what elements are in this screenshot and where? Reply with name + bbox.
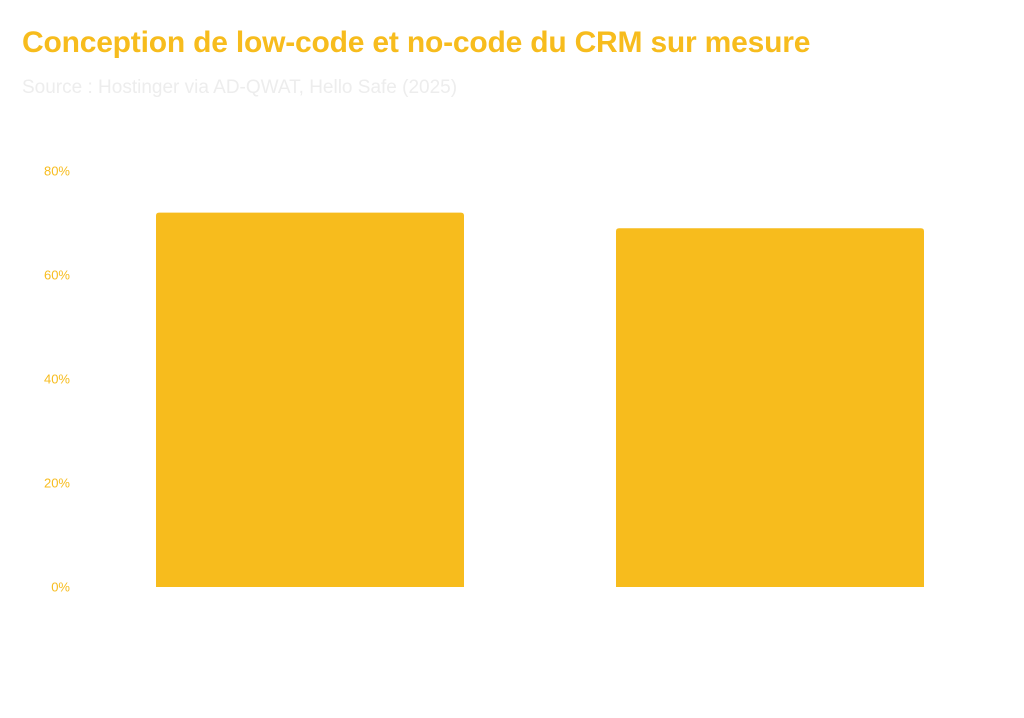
chart-source: Source : Hostinger via AD-QWAT, Hello Sa… [22,77,458,98]
y-axis: 0% 20% 40% 60% 80% [44,164,70,595]
bar-2 [616,228,924,587]
y-tick-label: 80% [44,164,70,179]
bar-1 [156,212,464,587]
y-tick-label: 40% [44,372,70,387]
y-tick-label: 20% [44,476,70,491]
y-tick-label: 0% [51,580,70,595]
bar-series [156,212,924,587]
y-tick-label: 60% [44,268,70,283]
chart-title: Conception de low-code et no-code du CRM… [22,26,811,59]
